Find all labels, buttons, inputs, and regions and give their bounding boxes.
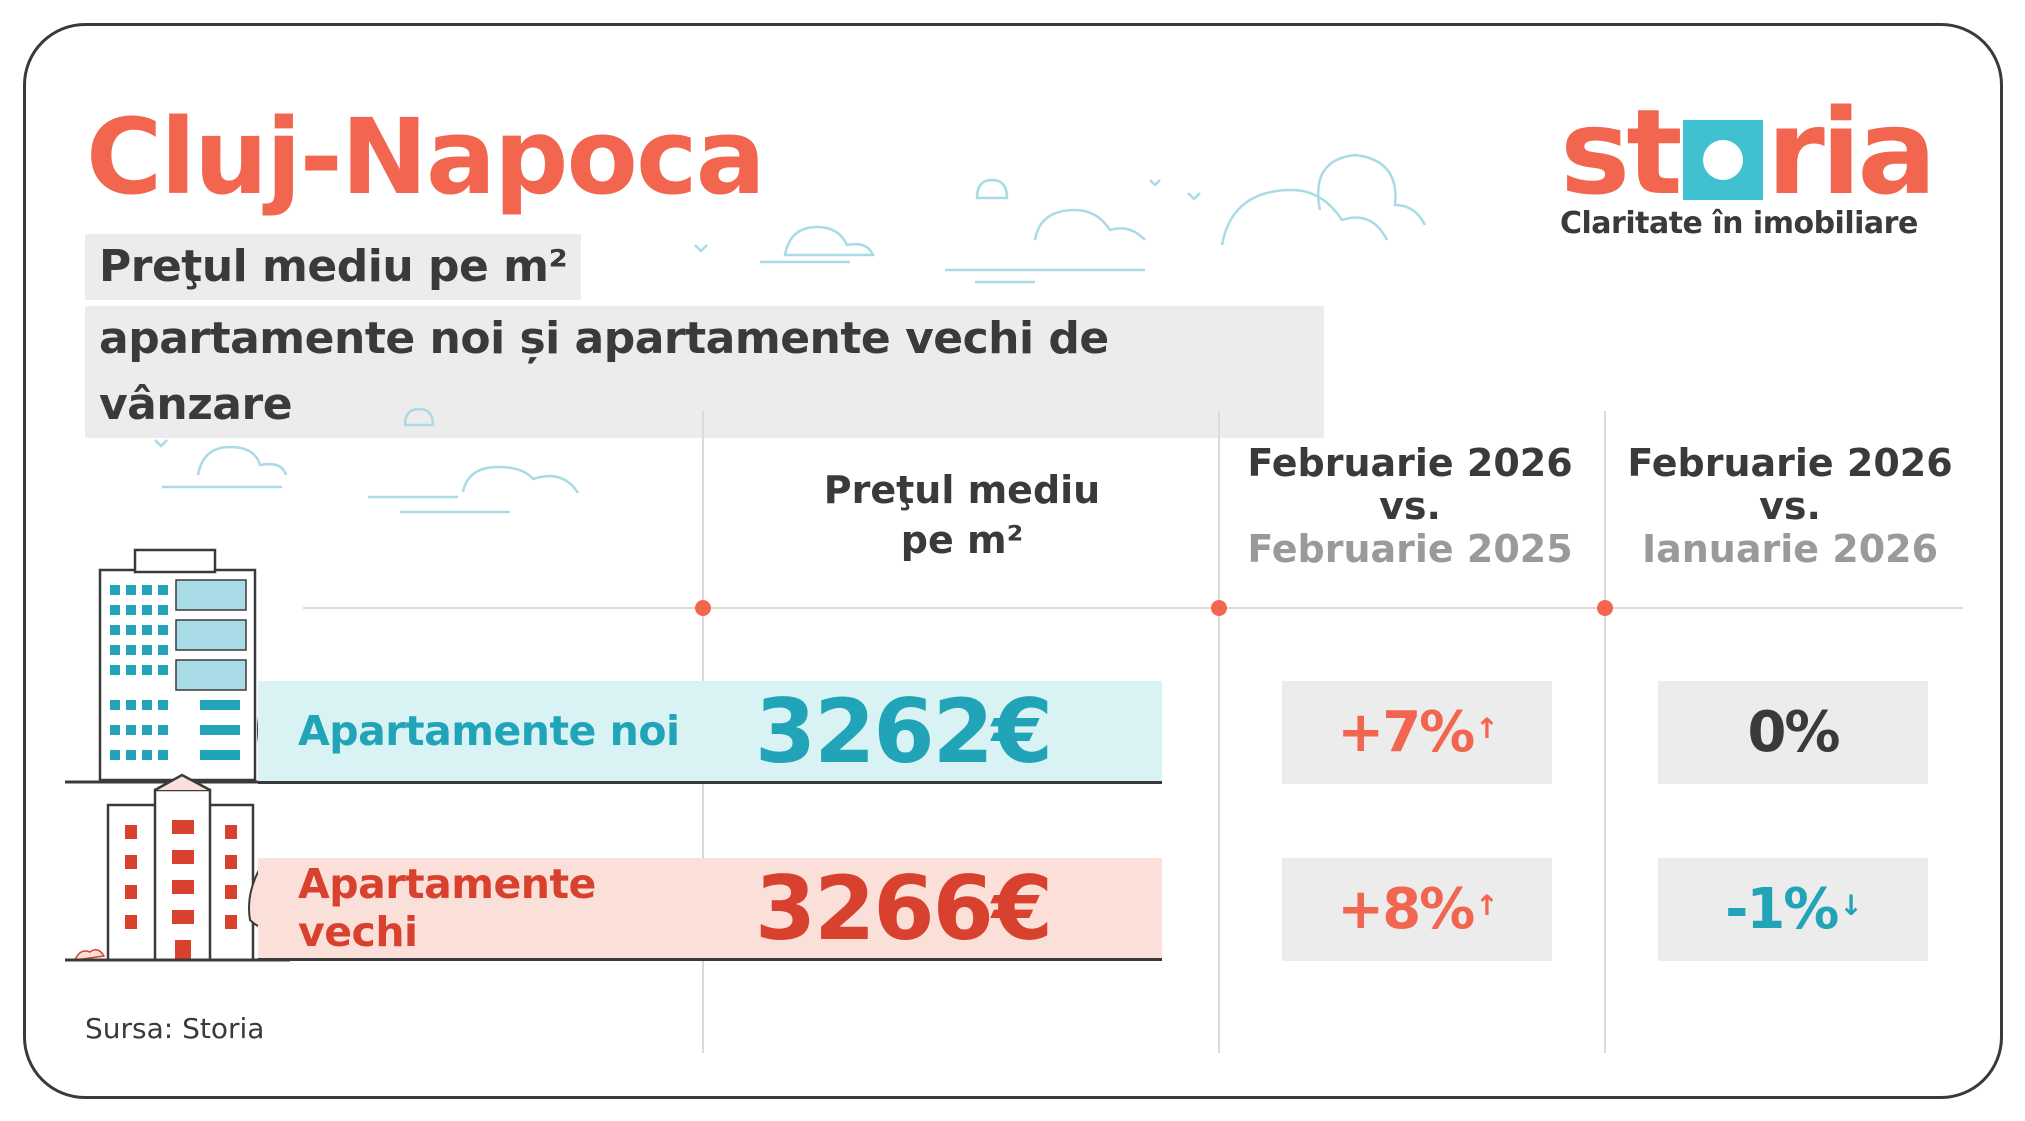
column-header-price: Preţul mediu pe m²	[762, 465, 1162, 565]
row-new-apartments: Apartamente noi 3262€	[258, 679, 1162, 784]
average-price: 3266€	[754, 856, 1053, 960]
header-line: Februarie 2026	[1247, 441, 1573, 485]
change-value: -1%	[1725, 877, 1839, 942]
logo-tagline: Claritate în imobiliare	[1560, 206, 1918, 241]
logo-square-icon	[1682, 120, 1763, 200]
new-building-icon	[98, 548, 257, 782]
header-line: Preţul mediu	[823, 468, 1101, 512]
header-line: vs.	[1759, 484, 1821, 528]
header-line: Februarie 2025	[1247, 527, 1573, 571]
subtitle-line1: Preţul mediu pe m²	[85, 234, 582, 300]
change-mom-old: -1% ↓	[1658, 858, 1928, 961]
clouds-decoration	[154, 153, 1427, 514]
cloud-icon	[403, 407, 435, 427]
page-title: Cluj-Napoca	[86, 96, 766, 218]
divider-dot	[1211, 600, 1227, 616]
change-value: +8%	[1337, 877, 1475, 942]
cloud-icon	[162, 445, 288, 489]
storia-logo: st ria Claritate în imobiliare	[1560, 92, 1940, 241]
cloud-icon	[975, 178, 1009, 200]
header-line: pe m²	[900, 518, 1024, 562]
header-line: vs.	[1379, 484, 1441, 528]
change-mom-new: 0%	[1658, 681, 1928, 784]
subtitle-line2: apartamente noi și apartamente vechi de …	[85, 306, 1324, 438]
cloud-icon	[760, 225, 875, 264]
divider-dot	[695, 600, 711, 616]
row-label: Apartamente vechi	[298, 860, 596, 956]
cloud-icon	[368, 465, 580, 514]
row-old-apartments: Apartamente vechi 3266€	[258, 856, 1162, 961]
old-building-icon	[106, 773, 255, 962]
average-price: 3262€	[754, 679, 1053, 783]
source-note: Sursa: Storia	[85, 1012, 265, 1045]
cloud-icon	[1220, 153, 1427, 246]
header-divider	[303, 607, 1963, 609]
buildings-illustration	[65, 548, 290, 962]
arrow-up-icon: ↑	[1475, 712, 1499, 745]
column-header-yoy: Februarie 2026 vs. Februarie 2025	[1235, 442, 1585, 571]
change-value: 0%	[1747, 700, 1840, 765]
row-label: Apartamente noi	[298, 707, 680, 755]
arrow-down-icon: ↓	[1839, 889, 1863, 922]
arrow-up-icon: ↑	[1475, 889, 1499, 922]
column-header-mom: Februarie 2026 vs. Ianuarie 2026	[1615, 442, 1965, 571]
cloud-icon	[945, 208, 1146, 284]
change-yoy-old: +8% ↑	[1282, 858, 1552, 961]
divider-dot	[1597, 600, 1613, 616]
change-value: +7%	[1337, 700, 1475, 765]
change-yoy-new: +7% ↑	[1282, 681, 1552, 784]
bird-icon	[154, 179, 1201, 448]
column-divider	[1604, 411, 1606, 1053]
header-line: Ianuarie 2026	[1641, 527, 1939, 571]
header-line: Februarie 2026	[1627, 441, 1953, 485]
column-divider	[1218, 411, 1220, 1053]
card-frame	[23, 23, 2003, 1099]
